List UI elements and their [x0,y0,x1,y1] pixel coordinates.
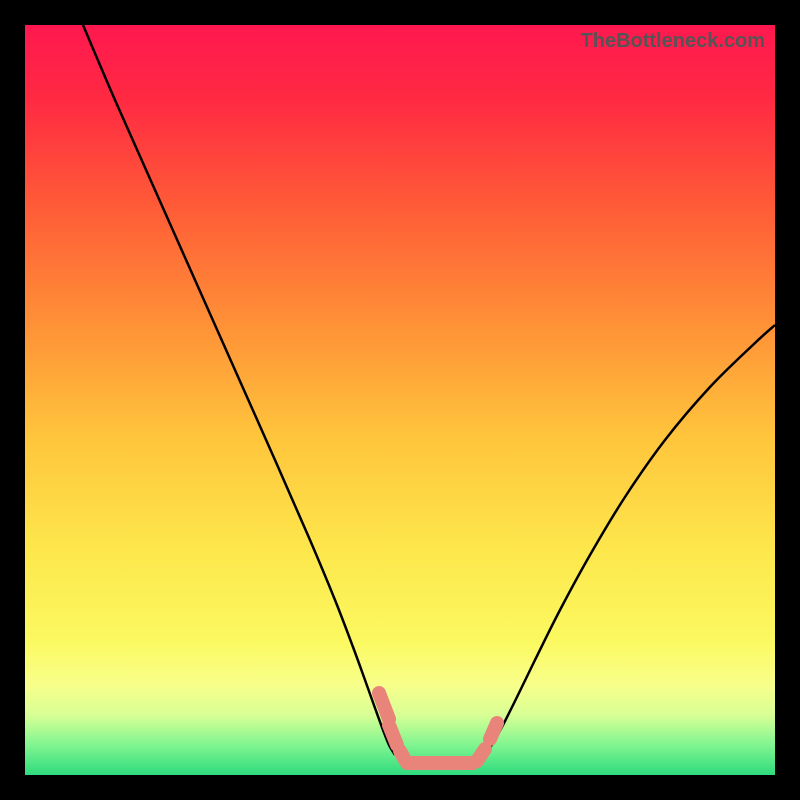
chart-container: TheBottleneck.com [0,0,800,800]
chart-area [25,25,775,775]
chart-svg [25,25,775,775]
gradient-background [25,25,775,775]
watermark-text: TheBottleneck.com [581,30,765,53]
